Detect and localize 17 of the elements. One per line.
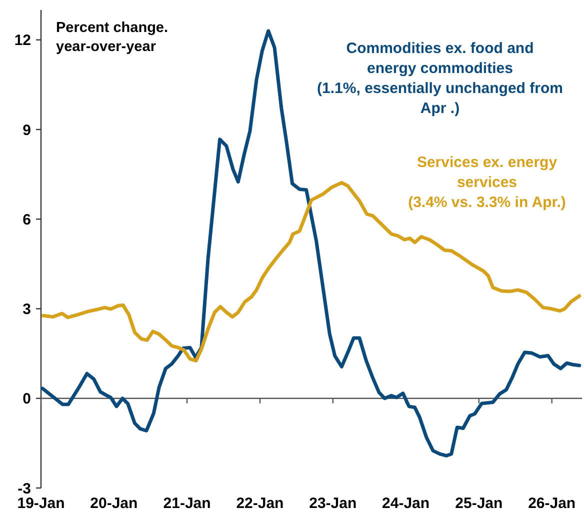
x-tick-label: 21-Jan: [163, 495, 211, 512]
x-tick-label: 23-Jan: [309, 495, 357, 512]
x-tick-label: 19-Jan: [17, 495, 65, 512]
series-label: Services ex. energy services (3.4% vs. 3.3% in Apr.): [408, 154, 566, 211]
y-tick-label: 12: [14, 32, 31, 50]
x-tick-label: 26-Jan: [528, 495, 576, 512]
y-tick-label: -3: [18, 480, 31, 498]
text: Commodities ex. food and energy commodities (1.1%, essentially unchanged from Apr .): [317, 40, 563, 117]
y-tick-label: 6: [22, 211, 31, 228]
y-tick-label: 3: [22, 301, 31, 318]
x-tick-label: 25-Jan: [455, 495, 503, 512]
y-tick-label: 0: [22, 390, 31, 408]
x-tick-label: 20-Jan: [90, 495, 138, 512]
y-tick-label: 9: [22, 122, 31, 139]
x-tick-label: 22-Jan: [236, 495, 284, 512]
y-axis-title: Percent change. year-over-year: [56, 20, 168, 55]
x-tick-label: 24-Jan: [382, 495, 430, 512]
